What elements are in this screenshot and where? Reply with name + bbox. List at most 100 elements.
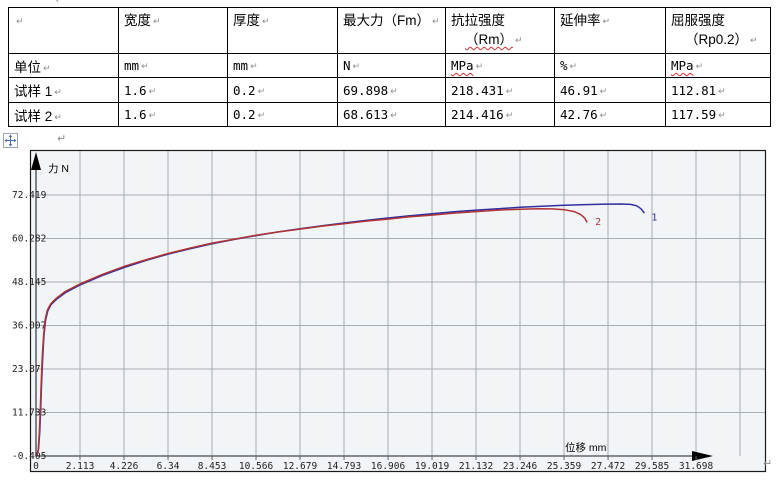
cell-end-mark: ↵: [250, 61, 258, 71]
table-row: 单位 ↵ mm ↵ mm ↵ N ↵ MPa ↵% ↵ MPa ↵: [8, 53, 771, 78]
header-cell[interactable]: 抗拉强度 （Rm） ↵: [445, 7, 555, 54]
x-tick-label: 14.793: [327, 461, 361, 472]
x-axis-title: 位移 mm: [565, 441, 607, 454]
row-label-cell[interactable]: 试样 2 ↵: [8, 102, 119, 127]
results-table: ↵ 宽度 ↵ 厚度 ↵ 最大力（Fm） ↵ 抗拉强度 （Rm） ↵ 延伸率 ↵ 屈服强度 （Rp0.2） ↵…: [8, 7, 771, 127]
cell-end-mark: ↵: [599, 85, 608, 96]
table-row: 试样 1 ↵ 1.6 ↵ 0.2 ↵ 69.898 ↵ 218.431 ↵ 46.91 ↵ 112.81…: [8, 77, 771, 103]
cell-end-mark: ↵: [432, 16, 440, 26]
cell-end-mark: ↵: [569, 61, 578, 71]
header-text: 抗拉强度: [451, 13, 505, 28]
cell-end-mark: ↵: [505, 85, 514, 96]
value-cell[interactable]: 0.2 ↵: [227, 102, 338, 127]
cell-value: mm: [233, 58, 249, 73]
cell-end-mark: ↵: [475, 61, 484, 71]
x-tick-label: 6.34: [157, 461, 180, 472]
cell-end-mark: ↵: [505, 110, 514, 120]
curve-label-2: 2: [595, 217, 601, 228]
x-tick-label: 16.906: [371, 461, 406, 472]
y-tick-label: 48.145: [12, 277, 46, 288]
value-cell[interactable]: 69.898 ↵: [337, 77, 446, 103]
value-cell[interactable]: 68.613 ↵: [337, 102, 446, 127]
paragraph-mark: ↵: [55, 0, 65, 6]
y-axis-arrow-icon: [31, 152, 41, 170]
cell-end-mark: ↵: [148, 85, 157, 96]
cell-value: 214.416: [451, 107, 504, 122]
curve-label-1: 1: [651, 213, 657, 224]
cell-end-mark: ↵: [718, 110, 726, 120]
y-tick-label: 11.733: [12, 407, 46, 418]
chart-frame: [29, 149, 767, 473]
header-cell[interactable]: 厚度 ↵: [227, 7, 338, 54]
value-cell[interactable]: MPa ↵: [665, 53, 771, 78]
header-cell[interactable]: ↵: [8, 7, 119, 54]
cell-end-mark: ↵: [148, 110, 157, 120]
value-cell[interactable]: 218.431 ↵: [445, 77, 555, 103]
header-cell[interactable]: 延伸率 ↵: [554, 7, 666, 54]
cell-value: 68.613: [343, 107, 389, 122]
move-handle-icon[interactable]: [3, 133, 18, 148]
y-tick-label: 36.007: [12, 321, 46, 332]
x-tick-label: 29.585: [635, 461, 669, 472]
paragraph-mark: ↵: [57, 133, 67, 145]
x-tick-label: 21.132: [459, 461, 493, 472]
cell-value: 69.898: [343, 82, 389, 98]
cell-end-mark: ↵: [695, 61, 704, 71]
x-tick-label: 2.113: [66, 461, 95, 472]
header-cell[interactable]: 最大力（Fm） ↵: [337, 7, 446, 54]
value-cell[interactable]: 117.59 ↵: [665, 102, 771, 127]
cell-end-mark: ↵: [718, 85, 726, 96]
value-cell[interactable]: 112.81 ↵: [665, 77, 771, 103]
x-tick-label: 8.453: [198, 461, 227, 472]
x-tick-label: 0: [33, 461, 39, 472]
cell-end-mark: ↵: [257, 110, 266, 120]
cell-end-mark: ↵: [54, 111, 62, 122]
cell-end-mark: ↵: [54, 87, 62, 97]
value-cell[interactable]: MPa ↵: [445, 53, 555, 78]
cell-value: 0.2: [233, 107, 256, 122]
x-tick-label: 31.698: [679, 461, 714, 472]
cell-value: MPa: [671, 58, 694, 73]
force-displacement-chart[interactable]: 0 2.113 4.226 6.34 8.453 10.566 12.679 14.793 16…: [0, 130, 776, 477]
value-cell[interactable]: 214.416 ↵: [445, 102, 555, 127]
header-text-line2: （Rm） ↵: [465, 32, 523, 47]
paragraph-mark: ↵: [763, 458, 773, 470]
row-label-cell[interactable]: 试样 1 ↵: [8, 77, 119, 103]
x-tick-label: 25.359: [547, 461, 582, 472]
value-cell[interactable]: 42.76 ↵: [554, 102, 666, 127]
curve-sample-2: [36, 207, 588, 456]
value-cell[interactable]: mm ↵: [118, 53, 228, 78]
value-cell[interactable]: 1.6 ↵: [118, 77, 228, 103]
y-tick-label: 60.282: [12, 233, 46, 244]
cell-value: 0.2: [233, 82, 256, 98]
cell-end-mark: ↵: [257, 85, 266, 96]
value-cell[interactable]: N ↵: [337, 53, 446, 78]
header-cell[interactable]: 屈服强度 （Rp0.2） ↵: [665, 7, 771, 54]
header-text: 宽度 ↵: [124, 13, 161, 28]
cell-end-mark: ↵: [750, 35, 758, 45]
header-text: ↵: [14, 11, 114, 31]
header-cell[interactable]: 宽度 ↵: [118, 7, 228, 54]
row-label-cell[interactable]: 单位 ↵: [8, 53, 119, 78]
value-cell[interactable]: mm ↵: [227, 53, 338, 78]
cell-end-mark: ↵: [262, 16, 270, 26]
value-cell[interactable]: 46.91 ↵: [554, 77, 666, 103]
header-text-line2: （Rp0.2） ↵: [685, 32, 758, 47]
value-cell[interactable]: 0.2 ↵: [227, 77, 338, 103]
cell-end-mark: ↵: [141, 61, 149, 71]
value-cell[interactable]: 1.6 ↵: [118, 102, 228, 127]
x-tick-label: 23.246: [503, 461, 538, 472]
header-text: 最大力（Fm） ↵: [343, 13, 440, 28]
x-tick-label: 19.019: [415, 461, 450, 472]
value-cell[interactable]: % ↵: [554, 53, 666, 78]
cell-end-mark: ↵: [602, 16, 611, 26]
y-tick-label: 23.87: [12, 364, 41, 375]
plot-background: [30, 150, 766, 472]
y-tick-label: 72.419: [12, 190, 47, 201]
cell-value: 46.91: [560, 82, 598, 98]
x-tick-label: 27.472: [591, 461, 625, 472]
cell-end-mark: ↵: [390, 110, 398, 120]
cell-value: 42.76: [560, 107, 598, 122]
cell-value: 1.6: [124, 107, 147, 122]
header-text: 延伸率 ↵: [560, 13, 611, 28]
